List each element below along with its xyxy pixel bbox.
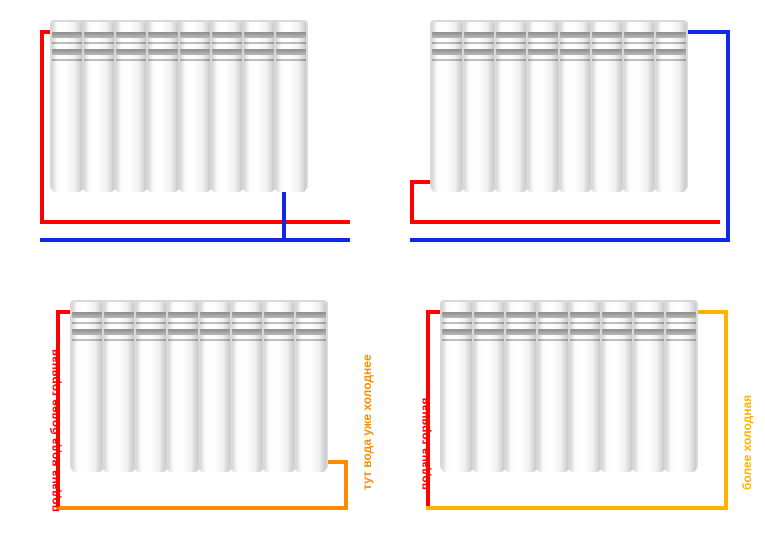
- pipe: [56, 506, 348, 510]
- pipe: [724, 310, 728, 510]
- radiator-section: [200, 302, 230, 472]
- radiator-section: [264, 302, 294, 472]
- radiator: [440, 300, 698, 470]
- radiator-section: [136, 302, 166, 472]
- connection-scheme: [50, 20, 368, 260]
- pipe-label: тут вода уже холоднее: [360, 354, 374, 490]
- radiator-section: [528, 22, 558, 192]
- pipe-label: подача горячая: [418, 398, 432, 490]
- radiator-section: [634, 302, 664, 472]
- radiator-section: [148, 22, 178, 192]
- radiator-section: [624, 22, 654, 192]
- radiator-section: [212, 22, 242, 192]
- radiator-section: [84, 22, 114, 192]
- pipe: [696, 310, 728, 314]
- radiator-section: [656, 22, 686, 192]
- pipe-label: подача вода более горячая: [48, 349, 62, 512]
- pipe: [726, 30, 730, 238]
- radiator-section: [104, 302, 134, 472]
- pipe: [344, 460, 348, 510]
- radiator-section: [276, 22, 306, 192]
- connection-scheme: [430, 20, 748, 260]
- radiator-section: [244, 22, 274, 192]
- radiator-section: [168, 302, 198, 472]
- radiator-section: [442, 302, 472, 472]
- pipe: [686, 30, 730, 34]
- connection-scheme: подача вода более горячаятут вода уже хо…: [70, 300, 388, 540]
- radiator-section: [116, 22, 146, 192]
- pipe: [326, 460, 348, 464]
- radiator-section: [72, 302, 102, 472]
- radiator-section: [666, 302, 696, 472]
- pipe: [40, 238, 350, 242]
- radiator-section: [560, 22, 590, 192]
- radiator: [430, 20, 688, 190]
- pipe: [426, 506, 728, 510]
- radiator-section: [464, 22, 494, 192]
- radiator-section: [432, 22, 462, 192]
- radiator-section: [570, 302, 600, 472]
- pipe: [410, 180, 414, 220]
- radiator: [70, 300, 328, 470]
- radiator-section: [232, 302, 262, 472]
- connection-scheme: подача горячаяболее холодная: [440, 300, 758, 540]
- pipe: [40, 30, 44, 220]
- pipe-label: более холодная: [740, 395, 754, 490]
- pipe: [40, 220, 350, 224]
- radiator-section: [602, 302, 632, 472]
- radiator-section: [52, 22, 82, 192]
- radiator: [50, 20, 308, 190]
- radiator-section: [496, 22, 526, 192]
- pipe: [410, 238, 730, 242]
- radiator-section: [592, 22, 622, 192]
- radiator-section: [538, 302, 568, 472]
- pipe: [410, 220, 720, 224]
- radiator-section: [474, 302, 504, 472]
- radiator-section: [506, 302, 536, 472]
- radiator-section: [296, 302, 326, 472]
- radiator-section: [180, 22, 210, 192]
